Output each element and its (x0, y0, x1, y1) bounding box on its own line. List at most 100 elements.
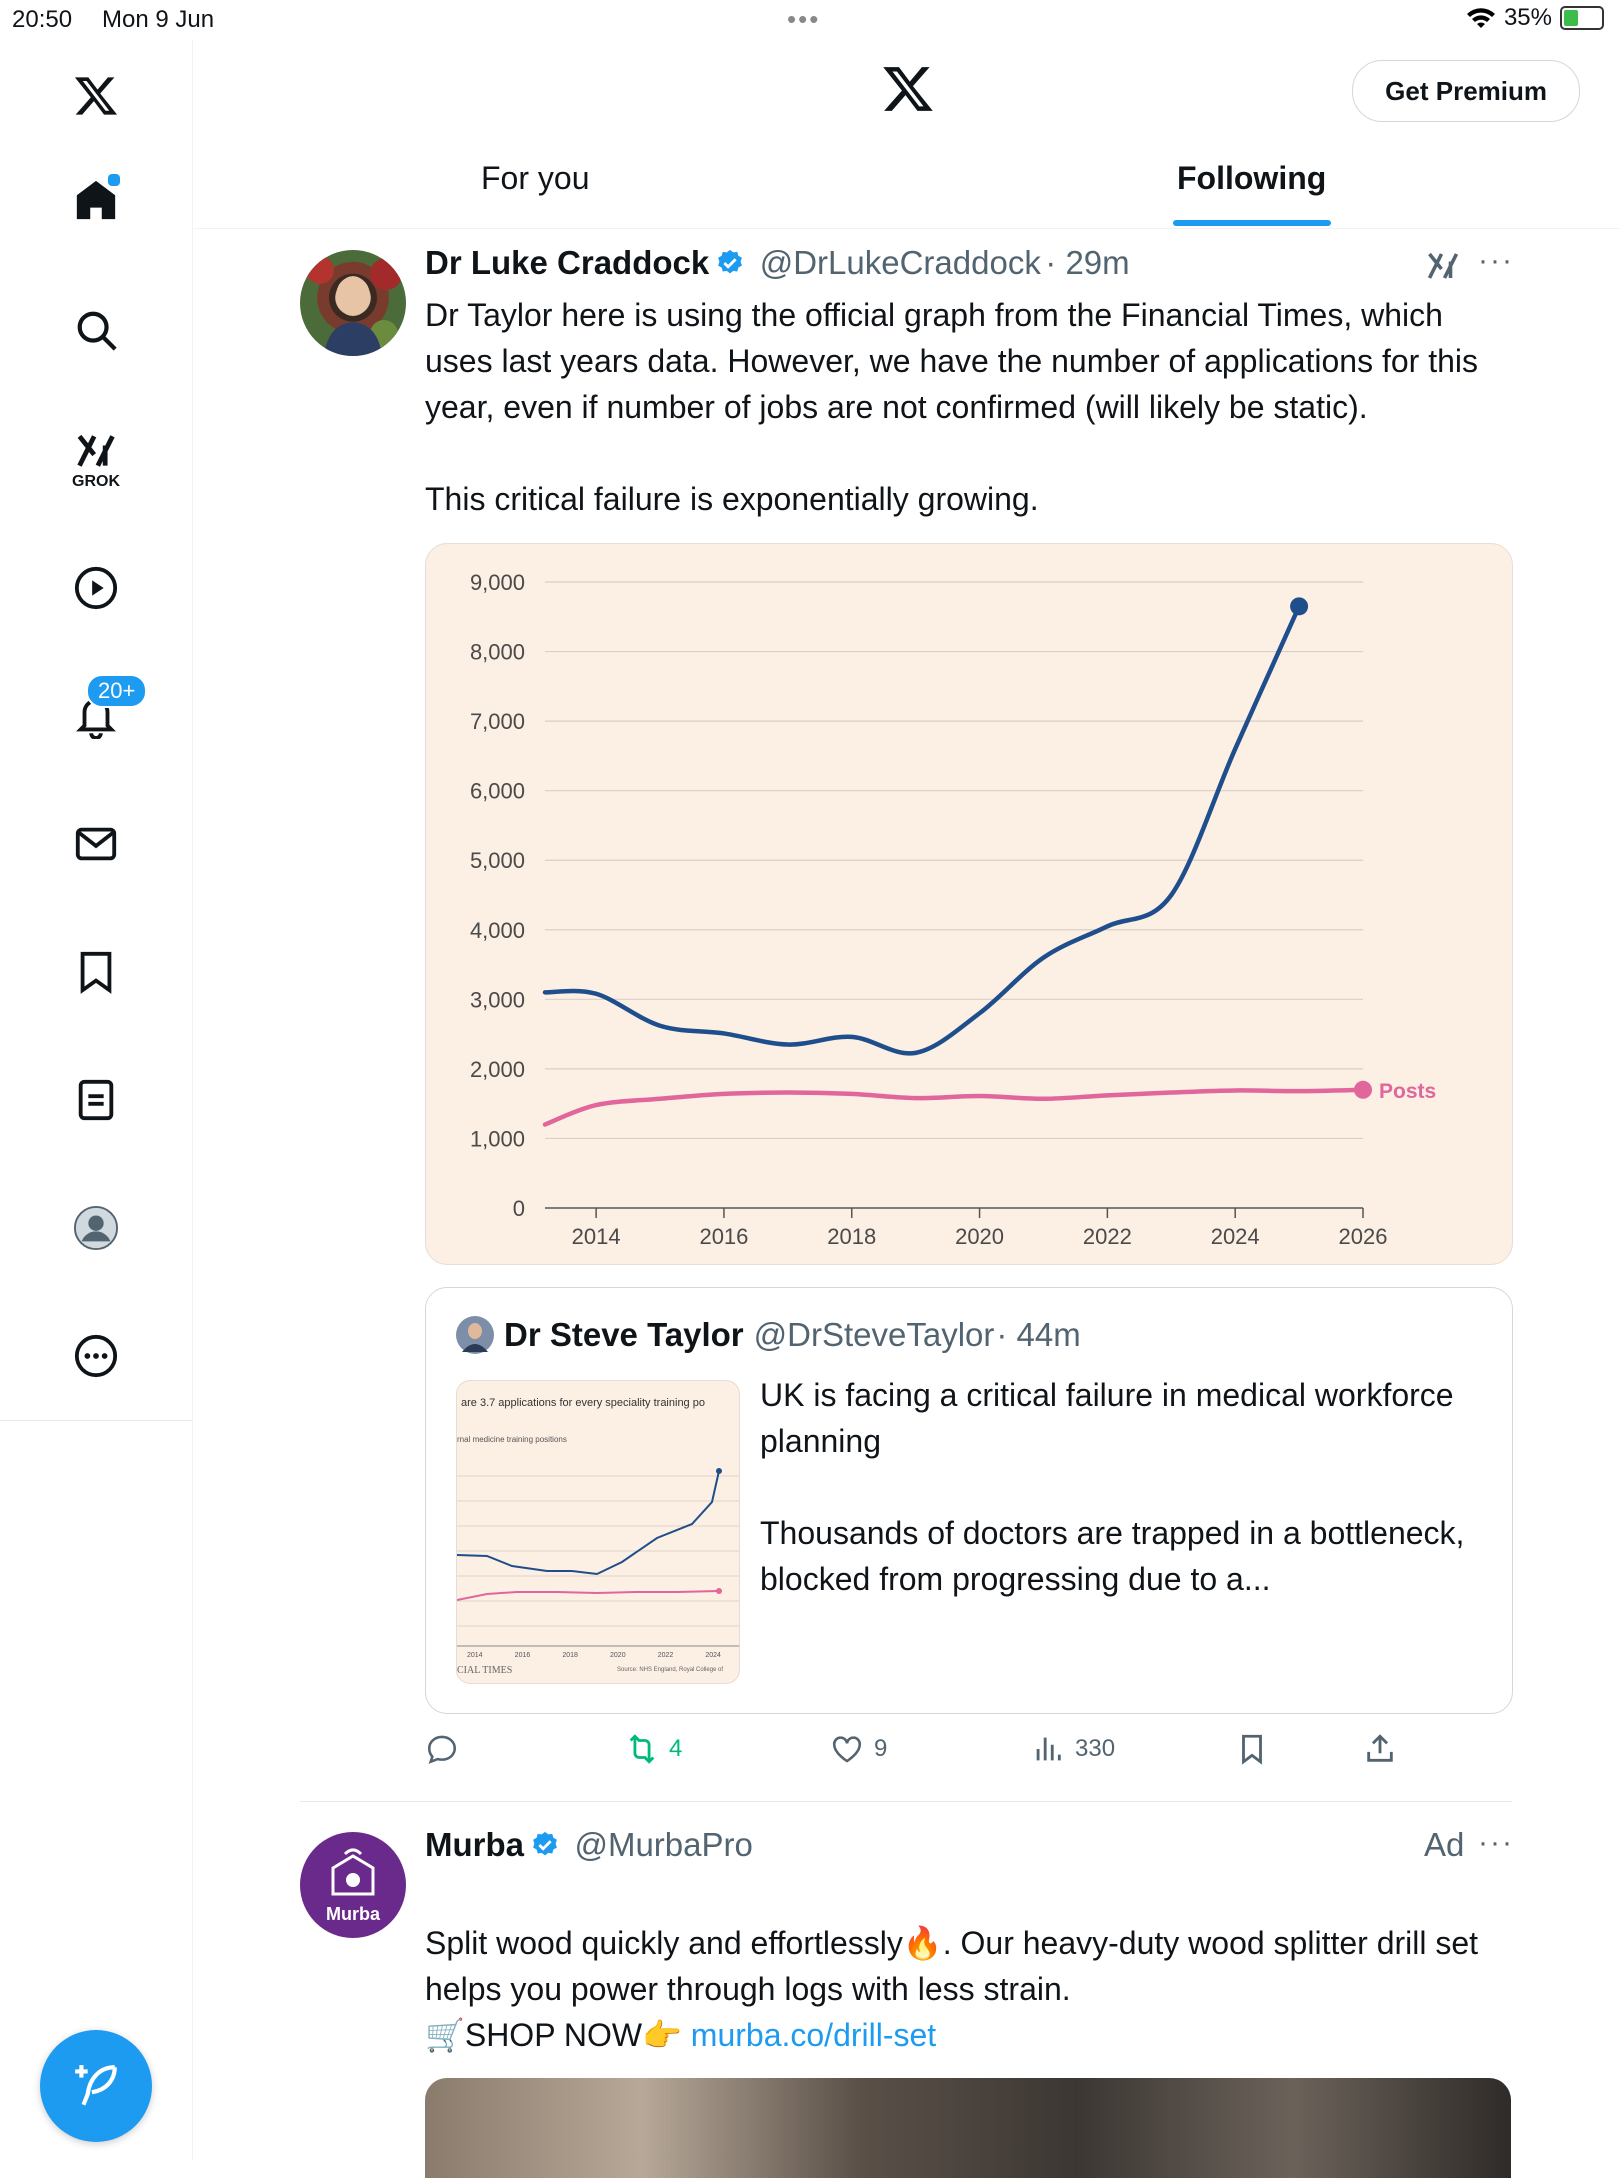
repost-button[interactable]: 4 (625, 1732, 682, 1766)
messages-envelope-icon[interactable] (66, 814, 126, 874)
quoted-post-time: · 44m (996, 1316, 1081, 1353)
x-logo-icon[interactable] (66, 66, 126, 126)
notifications-badge: 20+ (86, 674, 148, 708)
ad-media-image[interactable] (425, 2078, 1511, 2178)
x-logo-icon (883, 67, 933, 111)
y-tick-label: 7,000 (470, 709, 525, 734)
x-tick-label: 2024 (1211, 1224, 1260, 1249)
status-bar: 20:50 Mon 9 Jun ••• 35% (0, 0, 1620, 40)
author-handle[interactable]: @DrLukeCraddock (759, 244, 1041, 281)
author-handle[interactable]: @MurbaPro (574, 1826, 753, 1863)
y-tick-label: 8,000 (470, 640, 525, 665)
search-icon[interactable] (66, 300, 126, 360)
post-chart-image[interactable]: 0 1,000 2,000 3,000 4,000 5,000 6,000 7,000 8,00… (425, 543, 1513, 1265)
thumb-title: are 3.7 applications for every specialit… (461, 1397, 705, 1409)
battery-icon (1560, 6, 1604, 30)
y-tick-label: 1,000 (470, 1126, 525, 1151)
bookmarks-icon[interactable] (66, 942, 126, 1002)
thumb-footer-right: Source: NHS England, Royal College of (617, 1667, 724, 1673)
wifi-icon (1466, 8, 1495, 28)
verified-badge-icon (718, 249, 743, 274)
views-count: 330 (1075, 1735, 1116, 1762)
murba-avatar-label: Murba (326, 1903, 380, 1924)
y-tick-label: 3,000 (470, 987, 525, 1012)
thumb-x-label: 2024 (705, 1652, 721, 1659)
y-tick-label: 9,000 (470, 570, 525, 595)
more-options-icon[interactable] (66, 1326, 126, 1386)
share-button[interactable] (1363, 1732, 1397, 1766)
post-action-bar: 4 9 330 (425, 1732, 1511, 1776)
series-line-1 (542, 1087, 1366, 1127)
ad-label: Ad (1424, 1826, 1465, 1863)
x-tick-label: 2018 (827, 1224, 876, 1249)
thumb-x-labels: 2014 2016 2018 2020 2022 2024 (467, 1652, 739, 1659)
ad-link[interactable]: murba.co/drill-set (690, 2017, 937, 2053)
notifications-bell-icon[interactable]: 20+ (66, 674, 148, 746)
quoted-author-name: Dr Steve Taylor (504, 1316, 744, 1353)
grok-label: GROK (72, 473, 120, 490)
compose-post-button[interactable] (40, 2030, 152, 2142)
thumb-footer-left: CIAL TIMES (457, 1665, 513, 1676)
quoted-post[interactable]: Dr Steve Taylor @DrSteveTaylor · 44m are… (425, 1287, 1513, 1714)
thumb-x-label: 2022 (657, 1652, 674, 1659)
x-tick-label: 2020 (955, 1224, 1004, 1249)
thumb-subtitle: rnal medicine training positions (457, 1435, 567, 1444)
thumb-chart-svg (457, 1468, 739, 1647)
reply-icon (427, 1735, 457, 1764)
multitasking-dots-icon[interactable]: ••• (787, 4, 821, 34)
views-button[interactable]: 330 (1031, 1732, 1115, 1766)
like-count: 9 (874, 1735, 888, 1762)
y-tick-label: 4,000 (470, 918, 525, 943)
post-more-icon[interactable]: ··· (1478, 244, 1514, 277)
avatar[interactable]: Murba (300, 1832, 406, 1938)
repost-icon (629, 1734, 655, 1764)
thumb-x-label: 2018 (562, 1652, 578, 1659)
y-tick-label: 2,000 (470, 1057, 525, 1082)
murba-logo-icon (331, 1848, 375, 1895)
post-time[interactable]: · 29m (1045, 244, 1130, 281)
profile-avatar-icon[interactable] (66, 1198, 126, 1258)
status-right: 35% (1466, 4, 1604, 32)
compose-feather-icon (75, 2065, 117, 2106)
series-end-point-1 (1354, 1080, 1372, 1099)
tab-for-you[interactable]: For you (481, 160, 590, 196)
bookmark-icon (1242, 1734, 1262, 1765)
tab-following[interactable]: Following (1177, 160, 1327, 196)
share-upload-icon (1367, 1734, 1393, 1762)
x-tick-label: 2014 (572, 1224, 621, 1249)
author-name[interactable]: Dr Luke Craddock (425, 244, 710, 281)
heart-icon (832, 1736, 862, 1763)
grok-explain-icon[interactable] (1425, 248, 1461, 284)
home-icon[interactable] (66, 170, 126, 230)
repost-count: 4 (669, 1735, 683, 1762)
x-tick-label: 2022 (1083, 1224, 1132, 1249)
status-time: 20:50 (12, 6, 73, 33)
status-date: Mon 9 Jun (102, 6, 215, 33)
home-unread-dot (106, 172, 122, 188)
get-premium-button[interactable]: Get Premium (1352, 60, 1580, 122)
like-button[interactable]: 9 (830, 1732, 887, 1766)
quoted-chart-thumbnail[interactable]: are 3.7 applications for every specialit… (456, 1380, 740, 1684)
post-more-icon[interactable]: ··· (1478, 1826, 1514, 1859)
chart-svg: 0 1,000 2,000 3,000 4,000 5,000 6,000 7,000 8,00… (470, 570, 1436, 1249)
avatar[interactable] (300, 250, 406, 356)
post-text: Dr Taylor here is using the official gra… (425, 297, 1478, 517)
y-tick-label: 0 (513, 1196, 525, 1221)
video-play-icon[interactable] (66, 558, 126, 618)
active-tab-indicator (1173, 220, 1331, 226)
series-label: Posts (1379, 1080, 1436, 1103)
lists-icon[interactable] (66, 1070, 126, 1130)
series-end-point-0 (1290, 597, 1309, 616)
reply-button[interactable] (425, 1732, 459, 1766)
quoted-avatar (456, 1316, 494, 1354)
quoted-post-text: UK is facing a critical failure in medic… (760, 1377, 1465, 1597)
quoted-author-handle: @DrSteveTaylor (753, 1316, 995, 1353)
thumb-x-label: 2020 (610, 1652, 626, 1659)
timeline-header: Get Premium For you Following (193, 40, 1620, 229)
grok-nav[interactable]: GROK (66, 420, 126, 500)
bookmark-button[interactable] (1235, 1732, 1269, 1766)
x-tick-label: 2016 (699, 1224, 748, 1249)
author-name[interactable]: Murba (425, 1826, 524, 1863)
ad-shop-line: 🛒SHOP NOW👉 murba.co/drill-set (425, 2012, 1515, 2058)
sidebar-divider (0, 1420, 192, 1421)
